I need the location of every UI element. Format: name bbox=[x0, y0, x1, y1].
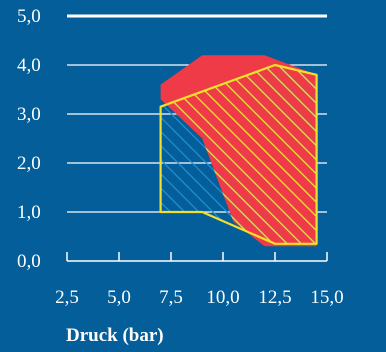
y-tick-label-2: 2,0 bbox=[17, 153, 41, 174]
y-tick-label-1: 1,0 bbox=[17, 202, 41, 223]
x-axis bbox=[66, 252, 328, 262]
x-tick-label-4: 12,5 bbox=[258, 287, 291, 308]
series-layer bbox=[159, 55, 318, 247]
y-tick-label-0: 0,0 bbox=[17, 251, 41, 272]
x-tick-label-2: 7,5 bbox=[159, 287, 183, 308]
y-tick-label-3: 3,0 bbox=[17, 104, 41, 125]
x-tick-label-3: 10,0 bbox=[206, 287, 239, 308]
y-tick-label-5: 5,0 bbox=[17, 6, 41, 27]
x-axis-title: Druck (bar) bbox=[66, 325, 164, 346]
y-tick-label-4: 4,0 bbox=[17, 55, 41, 76]
x-tick-label-1: 5,0 bbox=[107, 287, 131, 308]
x-tick-label-5: 15,0 bbox=[310, 287, 343, 308]
tick-labels: 2,5 5,0 7,5 10,0 12,5 15,0 0,0 1,0 2,0 3,0 4,0 5,0 bbox=[17, 6, 344, 308]
series-yellow-outline bbox=[159, 63, 318, 245]
x-tick-label-0: 2,5 bbox=[55, 287, 79, 308]
